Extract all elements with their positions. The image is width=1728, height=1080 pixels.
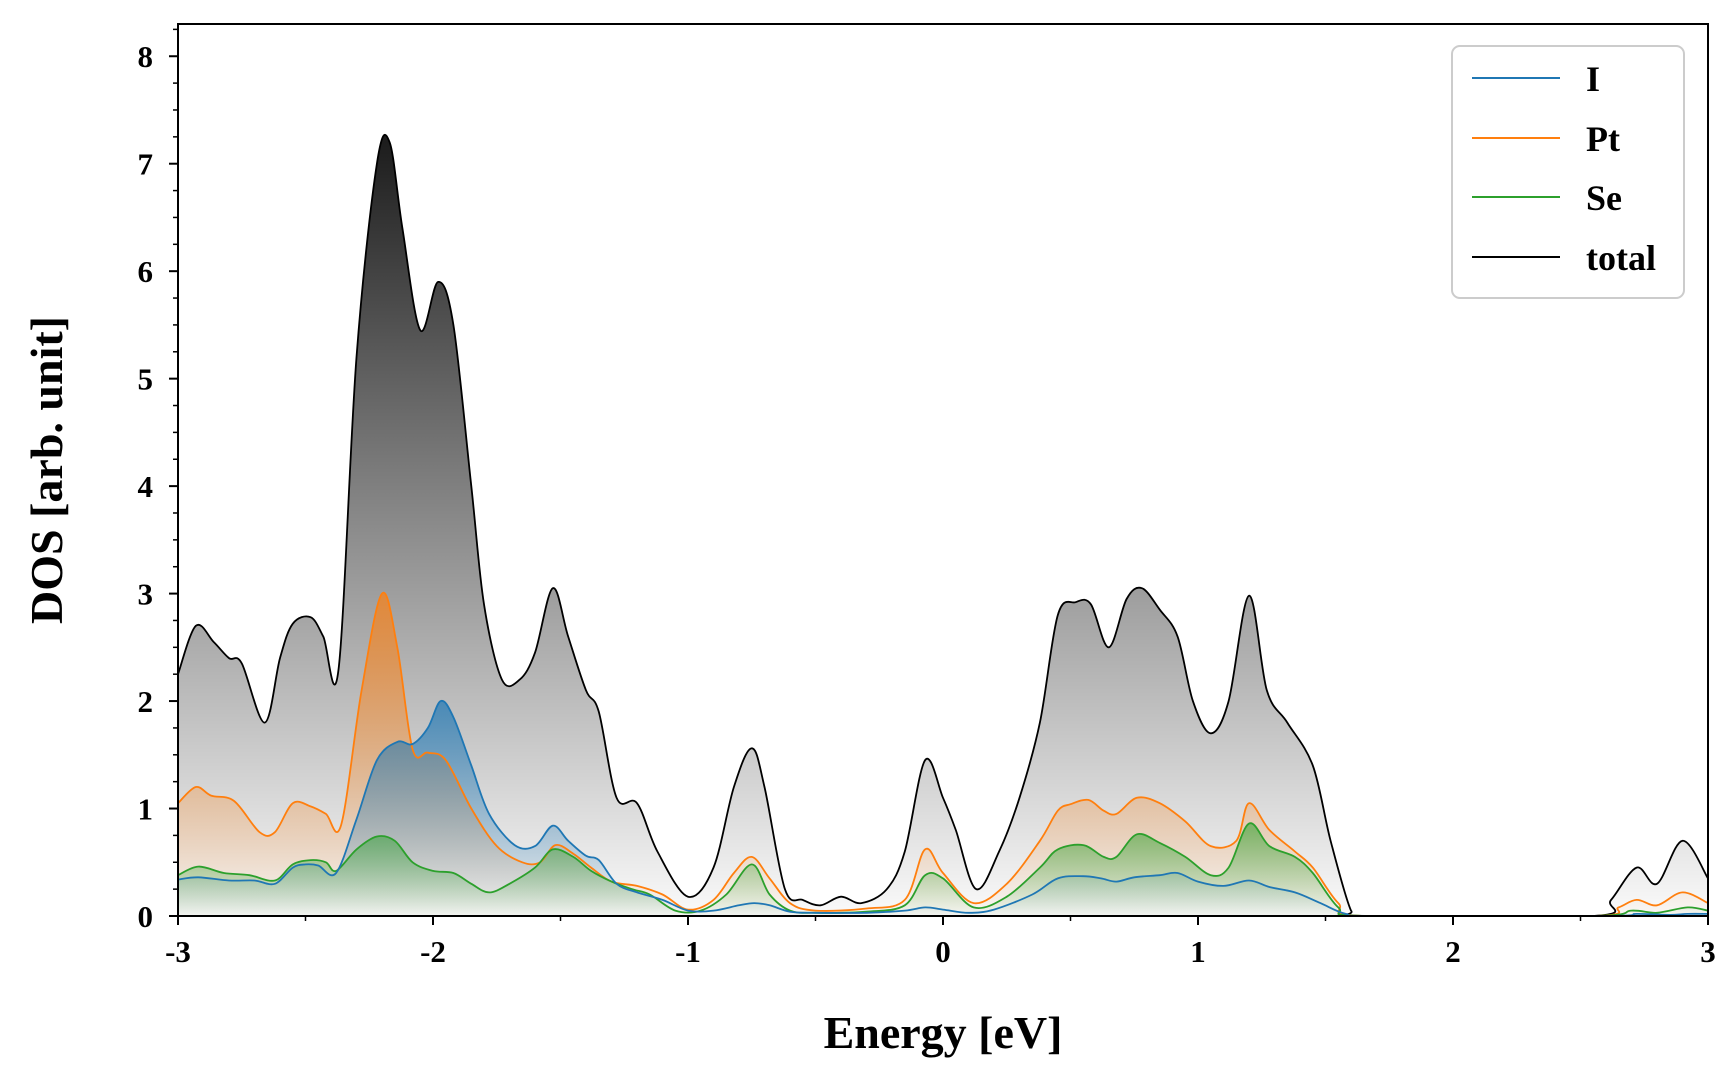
x-tick-label: -3 <box>165 934 191 969</box>
y-tick-label: 2 <box>138 684 154 719</box>
x-tick-label: -2 <box>420 934 446 969</box>
y-tick-label: 5 <box>138 362 154 397</box>
i-line <box>178 699 1708 916</box>
legend-label-total: total <box>1586 238 1656 278</box>
x-tick-label: 3 <box>1700 934 1716 969</box>
legend-label-i: I <box>1586 59 1600 99</box>
legend-label-se: Se <box>1586 178 1622 218</box>
y-tick-label: 3 <box>138 577 154 612</box>
y-tick-label: 1 <box>138 792 154 827</box>
legend-label-pt: Pt <box>1586 119 1620 159</box>
y-tick-label: 0 <box>138 899 154 934</box>
total-line <box>178 133 1708 916</box>
x-tick-label: -1 <box>675 934 701 969</box>
y-axis-label: DOS [arb. unit] <box>21 316 72 624</box>
total-fill <box>178 134 1708 916</box>
x-tick-label: 1 <box>1190 934 1206 969</box>
y-tick-label: 6 <box>138 254 154 289</box>
x-tick-label: 2 <box>1445 934 1461 969</box>
y-tick-label: 7 <box>138 147 154 182</box>
x-tick-label: 0 <box>935 934 951 969</box>
y-tick-label: 8 <box>138 39 154 74</box>
x-axis-label: Energy [eV] <box>824 1007 1063 1058</box>
legend: I Pt Se total <box>1451 45 1685 299</box>
y-tick-label: 4 <box>138 469 154 504</box>
se-line <box>178 822 1708 916</box>
pt-line <box>178 591 1708 916</box>
legend-box <box>1451 45 1685 299</box>
